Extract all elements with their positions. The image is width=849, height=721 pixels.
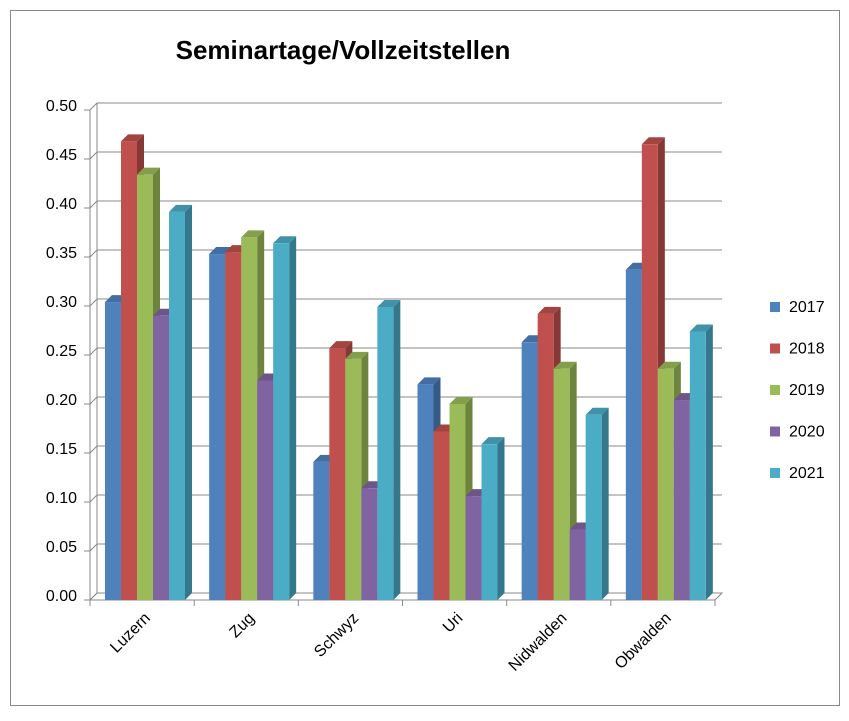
bar-top — [585, 407, 609, 415]
bar — [417, 384, 434, 600]
legend-swatch — [770, 468, 780, 478]
legend-label: 2020 — [789, 424, 825, 441]
grid-line-side — [89, 543, 98, 552]
bar — [273, 243, 290, 600]
grid-line-side — [89, 102, 98, 111]
bar-top — [553, 361, 577, 369]
bar-top — [121, 134, 144, 142]
bar — [209, 254, 226, 600]
bar-side — [497, 437, 505, 600]
bar-top — [449, 397, 473, 404]
legend-label: 2017 — [789, 299, 825, 316]
legend-label: 2021 — [789, 465, 825, 482]
bar — [673, 400, 690, 600]
y-tick-label: 0.15 — [46, 441, 77, 458]
bar — [313, 461, 330, 600]
bar-top — [137, 167, 160, 175]
grid-line-side — [89, 494, 98, 503]
legend-swatch — [770, 426, 780, 437]
bar — [225, 252, 242, 600]
y-tick-label: 0.40 — [46, 196, 77, 213]
bar — [569, 529, 586, 600]
bar — [361, 488, 378, 600]
legend-swatch — [770, 302, 780, 312]
bar — [153, 315, 169, 600]
bar — [537, 313, 554, 600]
bar — [345, 358, 362, 600]
bar — [481, 444, 498, 600]
bar-side — [185, 204, 192, 601]
bar — [641, 144, 658, 601]
bar — [449, 404, 466, 600]
y-tick-label: 0.10 — [46, 490, 77, 507]
bar — [585, 414, 602, 600]
y-tick-label: 0.50 — [46, 98, 77, 115]
y-tick-label: 0.00 — [46, 588, 77, 605]
bar — [465, 496, 482, 600]
grid-line-side — [89, 249, 98, 258]
bar — [689, 331, 706, 600]
y-tick-label: 0.35 — [46, 245, 77, 262]
legend-swatch — [770, 343, 780, 354]
y-tick-label: 0.05 — [46, 539, 77, 556]
bar — [105, 302, 121, 600]
y-tick-label: 0.45 — [46, 147, 77, 164]
bar-top — [537, 306, 561, 314]
bar — [625, 269, 642, 600]
bar-top — [657, 361, 681, 369]
bar-top — [689, 324, 713, 332]
bar-top — [169, 204, 192, 212]
bar-side — [393, 299, 401, 600]
legend-label: 2019 — [789, 382, 825, 399]
bar-top — [641, 137, 665, 145]
grid-line-side — [89, 298, 98, 307]
grid-line-side — [89, 347, 98, 356]
bar — [241, 237, 258, 600]
bar-side — [289, 236, 297, 600]
bar-top — [481, 437, 505, 445]
bar — [521, 342, 538, 600]
y-tick-label: 0.20 — [46, 392, 77, 409]
bar — [121, 141, 137, 601]
grid-line-side — [89, 445, 98, 454]
bar-top — [345, 351, 369, 359]
grid-line-side — [89, 200, 98, 209]
legend-label: 2018 — [789, 341, 825, 358]
bar — [169, 211, 185, 601]
bar — [377, 306, 394, 600]
y-tick-label: 0.30 — [46, 294, 77, 311]
bar-top — [329, 341, 353, 349]
y-tick-label: 0.25 — [46, 343, 77, 360]
chart-title: Seminartage/Vollzeitstellen — [176, 35, 511, 65]
bar-top — [377, 299, 401, 307]
bar-side — [705, 324, 713, 600]
bar-top — [273, 236, 297, 244]
bar — [433, 431, 450, 600]
bar — [657, 368, 674, 600]
bar-top — [417, 377, 441, 385]
bar — [329, 348, 346, 600]
bar — [137, 174, 153, 600]
grid-line-side — [89, 592, 98, 601]
bar-side — [601, 407, 609, 600]
bar — [257, 380, 274, 600]
bar-top — [241, 230, 265, 238]
bar — [553, 368, 570, 600]
grid-line-side — [89, 396, 98, 405]
grid-line-side — [89, 151, 98, 160]
legend-swatch — [770, 385, 780, 395]
